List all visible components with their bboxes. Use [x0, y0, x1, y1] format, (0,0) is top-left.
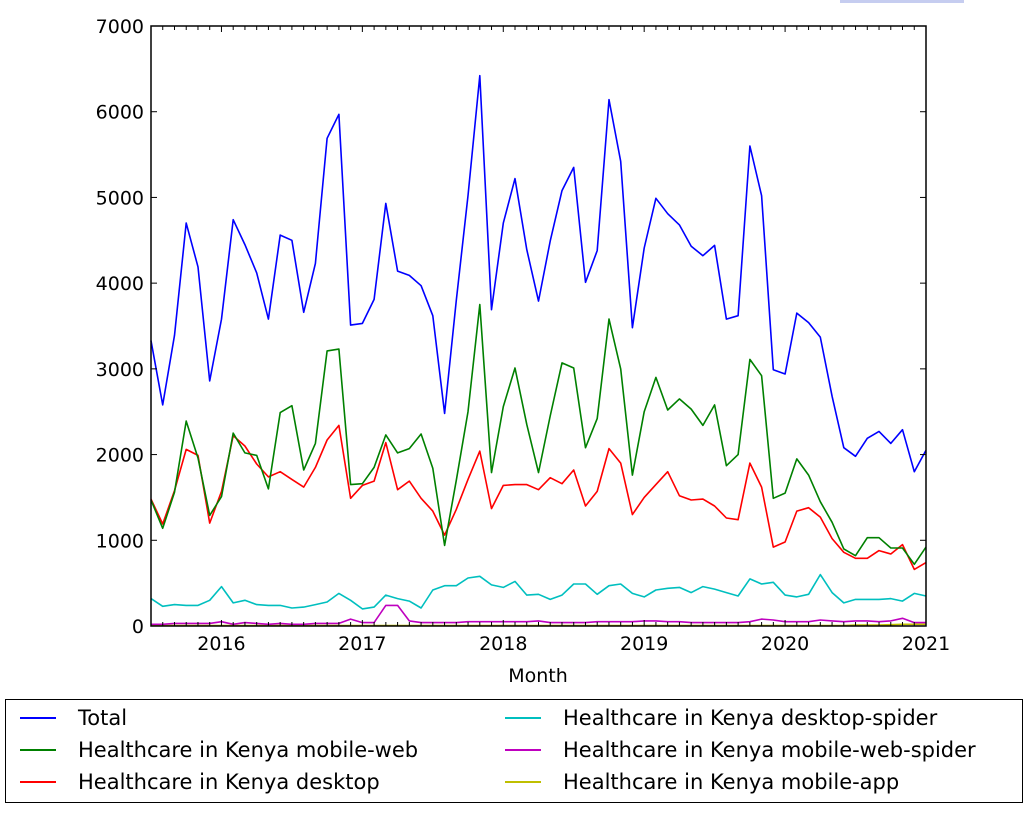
y-tick-label: 1000 [96, 530, 144, 552]
legend-item: Healthcare in Kenya mobile-web-spider [491, 735, 976, 765]
y-tick-label: 3000 [96, 359, 144, 381]
legend-label: Healthcare in Kenya desktop [78, 770, 380, 794]
y-tick-label: 7000 [96, 16, 144, 38]
plot-frame [150, 25, 927, 627]
plot-lines [150, 74, 927, 627]
series-line-healthcare-in-kenya-desktop [150, 424, 927, 571]
legend-label: Healthcare in Kenya mobile-app [563, 770, 900, 794]
series-line-total [150, 74, 927, 473]
series-line-healthcare-in-kenya-mobile-web [150, 303, 927, 566]
y-tick-label: 5000 [96, 187, 144, 209]
y-tick-label: 0 [132, 616, 144, 638]
y-axis: 0 1000 2000 3000 4000 5000 6000 7000 [96, 16, 926, 638]
legend-label: Healthcare in Kenya desktop-spider [563, 706, 938, 730]
x-tick-label: 2020 [761, 633, 809, 655]
legend-swatch [20, 717, 56, 719]
legend-label: Healthcare in Kenya mobile-web [78, 738, 419, 762]
x-tick-label: 2016 [197, 633, 245, 655]
legend-item: Healthcare in Kenya desktop [6, 767, 380, 797]
legend-swatch [505, 717, 541, 719]
legend-item: Healthcare in Kenya mobile-web [6, 735, 418, 765]
legend-item: Healthcare in Kenya mobile-app [491, 767, 899, 797]
x-tick-label: 2017 [338, 633, 386, 655]
x-axis-label: Month [508, 665, 568, 687]
legend-swatch [505, 749, 541, 751]
x-tick-label: 2019 [620, 633, 668, 655]
y-tick-label: 4000 [96, 273, 144, 295]
x-tick-label: 2018 [479, 633, 527, 655]
legend-item: Healthcare in Kenya desktop-spider [491, 703, 937, 733]
legend-label: Total [78, 706, 128, 730]
x-axis: 2016 2017 2018 2019 2020 2021 [150, 26, 950, 655]
y-tick-label: 2000 [96, 445, 144, 467]
legend-item: Total [6, 703, 127, 733]
legend-swatch [20, 749, 56, 751]
legend-label: Healthcare in Kenya mobile-web-spider [563, 738, 976, 762]
legend: Total Healthcare in Kenya mobile-web Healt… [5, 699, 1023, 803]
series-line-healthcare-in-kenya-mobile-web-spider [151, 604, 926, 626]
legend-swatch [20, 781, 56, 783]
legend-swatch [505, 781, 541, 783]
series-line-healthcare-in-kenya-desktop-spider [150, 573, 927, 610]
y-tick-label: 6000 [96, 102, 144, 124]
x-tick-label: 2021 [902, 633, 950, 655]
top-link-fragment[interactable] [840, 0, 964, 3]
